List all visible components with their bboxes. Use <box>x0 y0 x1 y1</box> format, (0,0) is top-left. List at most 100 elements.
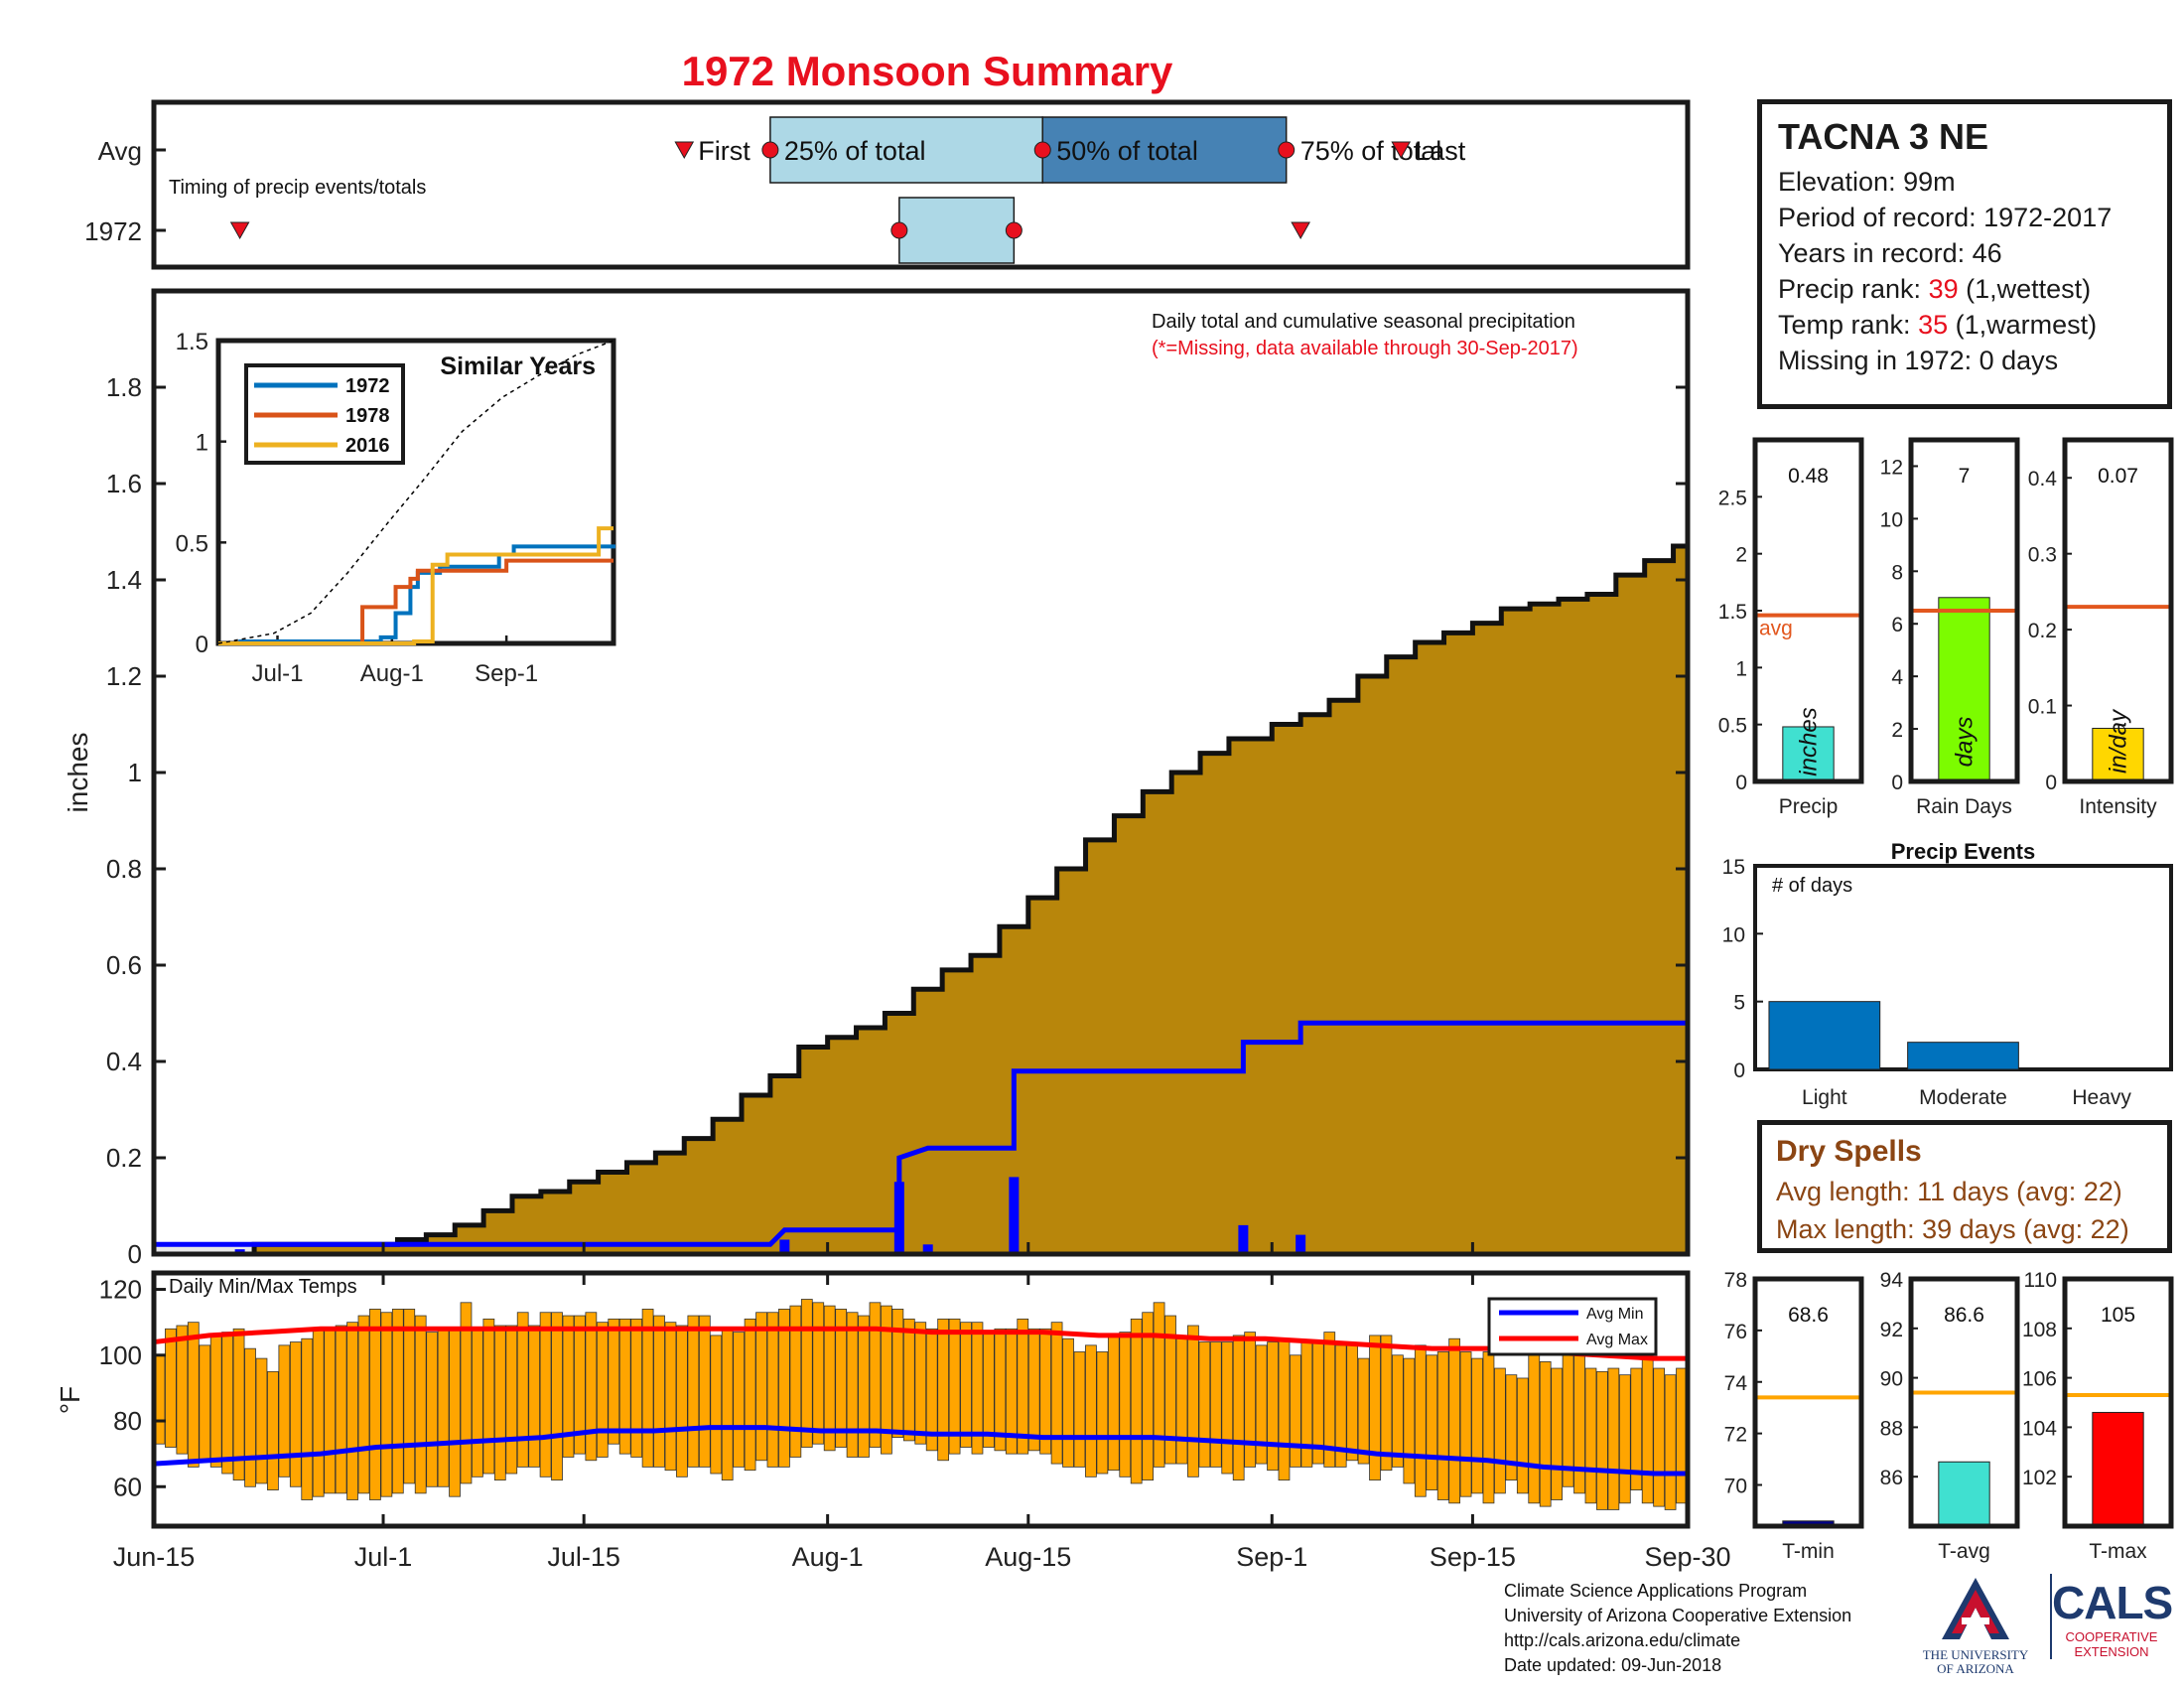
timing-last-marker <box>1391 141 1412 160</box>
tmin_bar-frame <box>1752 1276 1864 1529</box>
daily-temp-bar <box>812 1302 825 1445</box>
tmax_bar-value-bar <box>2092 1411 2144 1527</box>
daily-temp-bar <box>209 1335 222 1468</box>
daily-temp-bar <box>1244 1332 1257 1468</box>
footer-line: Climate Science Applications Program <box>1504 1581 1808 1601</box>
tmax_bar-frame <box>2062 1276 2174 1529</box>
daily-temp-bar <box>391 1309 404 1494</box>
raindays_bar-frame <box>1908 437 2020 784</box>
daily-temp-bar <box>301 1337 314 1500</box>
daily-temp-bar <box>539 1312 552 1477</box>
footer-credits: Climate Science Applications Program Uni… <box>1504 1579 1851 1678</box>
arizona-a-icon <box>1942 1578 2009 1639</box>
intensity_bar-y-tick-label: 0 <box>2045 772 2057 794</box>
daily-temp-bar <box>1618 1374 1631 1504</box>
daily-temp-bar <box>267 1370 279 1490</box>
footer-line: http://cals.arizona.edu/climate <box>1504 1630 1741 1650</box>
inset-y-tick-label: 0 <box>196 632 208 658</box>
events-title: Precip Events <box>1891 839 2036 864</box>
events-annotation: # of days <box>1772 875 1852 897</box>
inset-x-tick-label: Sep-1 <box>475 660 538 687</box>
timing-label-p75: 75% of total <box>1300 136 1442 166</box>
date-x-tick-label: Sep-1 <box>1236 1542 1307 1572</box>
daily-temp-bar <box>1050 1322 1063 1465</box>
timing-row-label: Avg <box>98 136 142 166</box>
daily-temp-bar <box>1664 1374 1677 1510</box>
daily-temp-bar <box>1346 1344 1359 1462</box>
daily-temp-bar <box>176 1325 189 1455</box>
daily-temp-bar <box>1653 1367 1666 1507</box>
tmin_bar-y-tick-label: 78 <box>1724 1269 1747 1292</box>
intensity_bar-category-label: Intensity <box>2079 795 2157 818</box>
daily-temp-bar <box>414 1315 427 1494</box>
daily-temp-bar <box>460 1302 473 1484</box>
intensity_bar-y-tick-label: 0.2 <box>2028 620 2057 642</box>
intensity_bar-y-tick-label: 0.4 <box>2028 468 2058 491</box>
station-detail-line: Years in record: 46 <box>1778 235 2151 271</box>
daily-temp-bar <box>1641 1357 1654 1504</box>
inset-y-tick-label: 0.5 <box>176 530 208 557</box>
daily-temp-bar <box>1573 1351 1585 1494</box>
daily-temp-bar <box>653 1315 665 1468</box>
avg-cumulative-outline <box>239 543 1691 1257</box>
daily-temp-bar <box>858 1315 870 1458</box>
daily-temp-bar <box>1414 1344 1427 1497</box>
station-info-panel: TACNA 3 NE Elevation: 99m Period of recor… <box>1757 99 2172 409</box>
raindays_bar-y-tick-label: 4 <box>1891 666 1903 689</box>
tmax_bar-y-tick-label: 102 <box>2022 1467 2057 1489</box>
daily-temp-bar <box>914 1322 927 1445</box>
events-category-label: Moderate <box>1919 1086 2007 1109</box>
daily-temp-bar <box>187 1322 200 1468</box>
temps-y-axis-label: °F <box>55 1386 85 1414</box>
station-detail-value: 39 <box>1928 274 1959 304</box>
daily-temp-bar <box>960 1322 972 1448</box>
daily-precip-bar <box>1296 1234 1306 1254</box>
daily-temp-bar <box>1232 1335 1245 1481</box>
timing-1972-first-marker <box>229 221 250 240</box>
daily-temp-bar <box>800 1299 813 1448</box>
daily-temp-bar <box>618 1318 631 1455</box>
daily-precip-bar <box>893 1182 904 1254</box>
main-y-tick-label: 0.2 <box>106 1143 142 1173</box>
tavg_bar-frame <box>1908 1276 2020 1529</box>
timing-1972-p50-marker <box>1005 221 1023 239</box>
precip_bar-unit-label: inches <box>1796 707 1823 775</box>
daily-temp-bar <box>1436 1351 1449 1500</box>
station-detail-value: 0 days <box>1979 346 2059 375</box>
date-x-tick-label: Sep-30 <box>1644 1542 1730 1572</box>
ua-logo-line: OF ARIZONA <box>1937 1661 2014 1676</box>
timing-caption: Timing of precip events/totals <box>169 177 426 199</box>
main-y-tick-label: 0.4 <box>106 1047 142 1076</box>
daily-temp-bar <box>1187 1325 1199 1477</box>
daily-temp-bar <box>687 1315 700 1468</box>
precip_bar-value-label: 0.48 <box>1788 465 1829 488</box>
tavg_bar-value-label: 86.6 <box>1944 1304 1984 1327</box>
main-chart-subtitle: (*=Missing, data available through 30-Se… <box>1152 338 1578 359</box>
daily-temp-bar <box>971 1322 984 1455</box>
cals-logo-sub: COOPERATIVE <box>2065 1629 2158 1644</box>
daily-temp-bar <box>1198 1341 1211 1468</box>
daily-temp-bar <box>869 1302 882 1448</box>
daily-temp-bar <box>380 1312 393 1497</box>
daily-temp-bar <box>676 1325 688 1477</box>
inset-y-tick-label: 1.5 <box>176 329 208 355</box>
tmin_bar-value-label: 68.6 <box>1788 1304 1829 1327</box>
station-detail-line: Period of record: 1972-2017 <box>1778 200 2151 235</box>
temps-legend-label: Avg Max <box>1586 1332 1648 1348</box>
tavg_bar-category-label: T-avg <box>1938 1540 1990 1563</box>
tavg_bar-y-tick-label: 92 <box>1880 1319 1903 1341</box>
daily-temp-bar <box>562 1315 575 1458</box>
station-detail-line: Precip rank: 39 (1,wettest) <box>1778 271 2151 307</box>
station-detail-label: Temp rank: <box>1778 310 1919 340</box>
station-detail-value: 35 <box>1918 310 1949 340</box>
daily-temp-bar <box>221 1332 234 1475</box>
daily-temp-bar <box>1630 1367 1643 1490</box>
cals-logo-sub: EXTENSION <box>2074 1644 2149 1659</box>
daily-temp-bar <box>1448 1337 1461 1504</box>
precip_bar-category-label: Precip <box>1779 795 1839 818</box>
date-x-tick-label: Jul-15 <box>547 1542 620 1572</box>
inset-y-tick-label: 1 <box>196 430 208 457</box>
intensity_bar-bg <box>2065 440 2171 781</box>
daily-temp-bar <box>255 1357 268 1484</box>
daily-temp-bar <box>289 1341 302 1487</box>
